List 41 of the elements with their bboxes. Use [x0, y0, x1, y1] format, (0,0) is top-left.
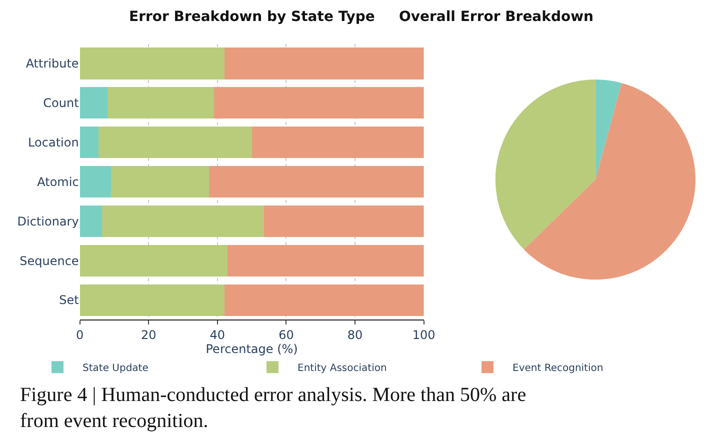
y-tick-label: Location	[28, 136, 79, 150]
pie-slice	[595, 80, 622, 180]
caption: Figure 4 | Human-conducted error analysis. More than 50% are from event recognition.	[20, 384, 526, 432]
bar	[80, 166, 111, 198]
bar	[264, 205, 424, 237]
pie-slice	[524, 83, 696, 280]
chart-title: Error Breakdown by State Type	[129, 9, 375, 25]
bar	[252, 126, 424, 158]
pie-slice	[495, 80, 596, 250]
bar	[80, 48, 224, 80]
bar	[80, 205, 102, 237]
bar	[80, 284, 224, 316]
bar	[224, 284, 424, 316]
bar	[107, 87, 214, 119]
x-tick-label: 40	[210, 328, 226, 342]
x-tick-label: 60	[278, 328, 294, 342]
bar	[80, 87, 108, 119]
bar	[98, 126, 252, 158]
legend-label: Entity Association	[298, 362, 387, 374]
y-tick-label: Atomic	[37, 174, 79, 189]
x-tick-label: 80	[347, 328, 363, 342]
bar	[102, 205, 264, 237]
bar	[208, 166, 424, 198]
y-tick-label: Attribute	[26, 56, 79, 71]
bar	[80, 244, 228, 276]
chart-title: Overall Error Breakdown	[399, 9, 594, 25]
bar	[80, 126, 99, 158]
bar	[224, 48, 424, 80]
bar	[110, 166, 209, 198]
x-tick-label: 100	[412, 328, 436, 342]
y-tick-label: Set	[59, 293, 80, 308]
legend-label: State Update	[82, 362, 148, 374]
y-tick-label: Count	[43, 96, 80, 110]
x-tick-label: 0	[76, 328, 84, 342]
y-tick-label: Dictionary	[17, 214, 79, 228]
legend-label: Event Recognition	[512, 362, 604, 374]
y-tick-label: Sequence	[20, 254, 79, 268]
x-tick-label: 20	[140, 328, 156, 342]
x-axis-title: Percentage (%)	[206, 342, 298, 356]
bar	[214, 87, 424, 119]
bar	[228, 244, 424, 276]
